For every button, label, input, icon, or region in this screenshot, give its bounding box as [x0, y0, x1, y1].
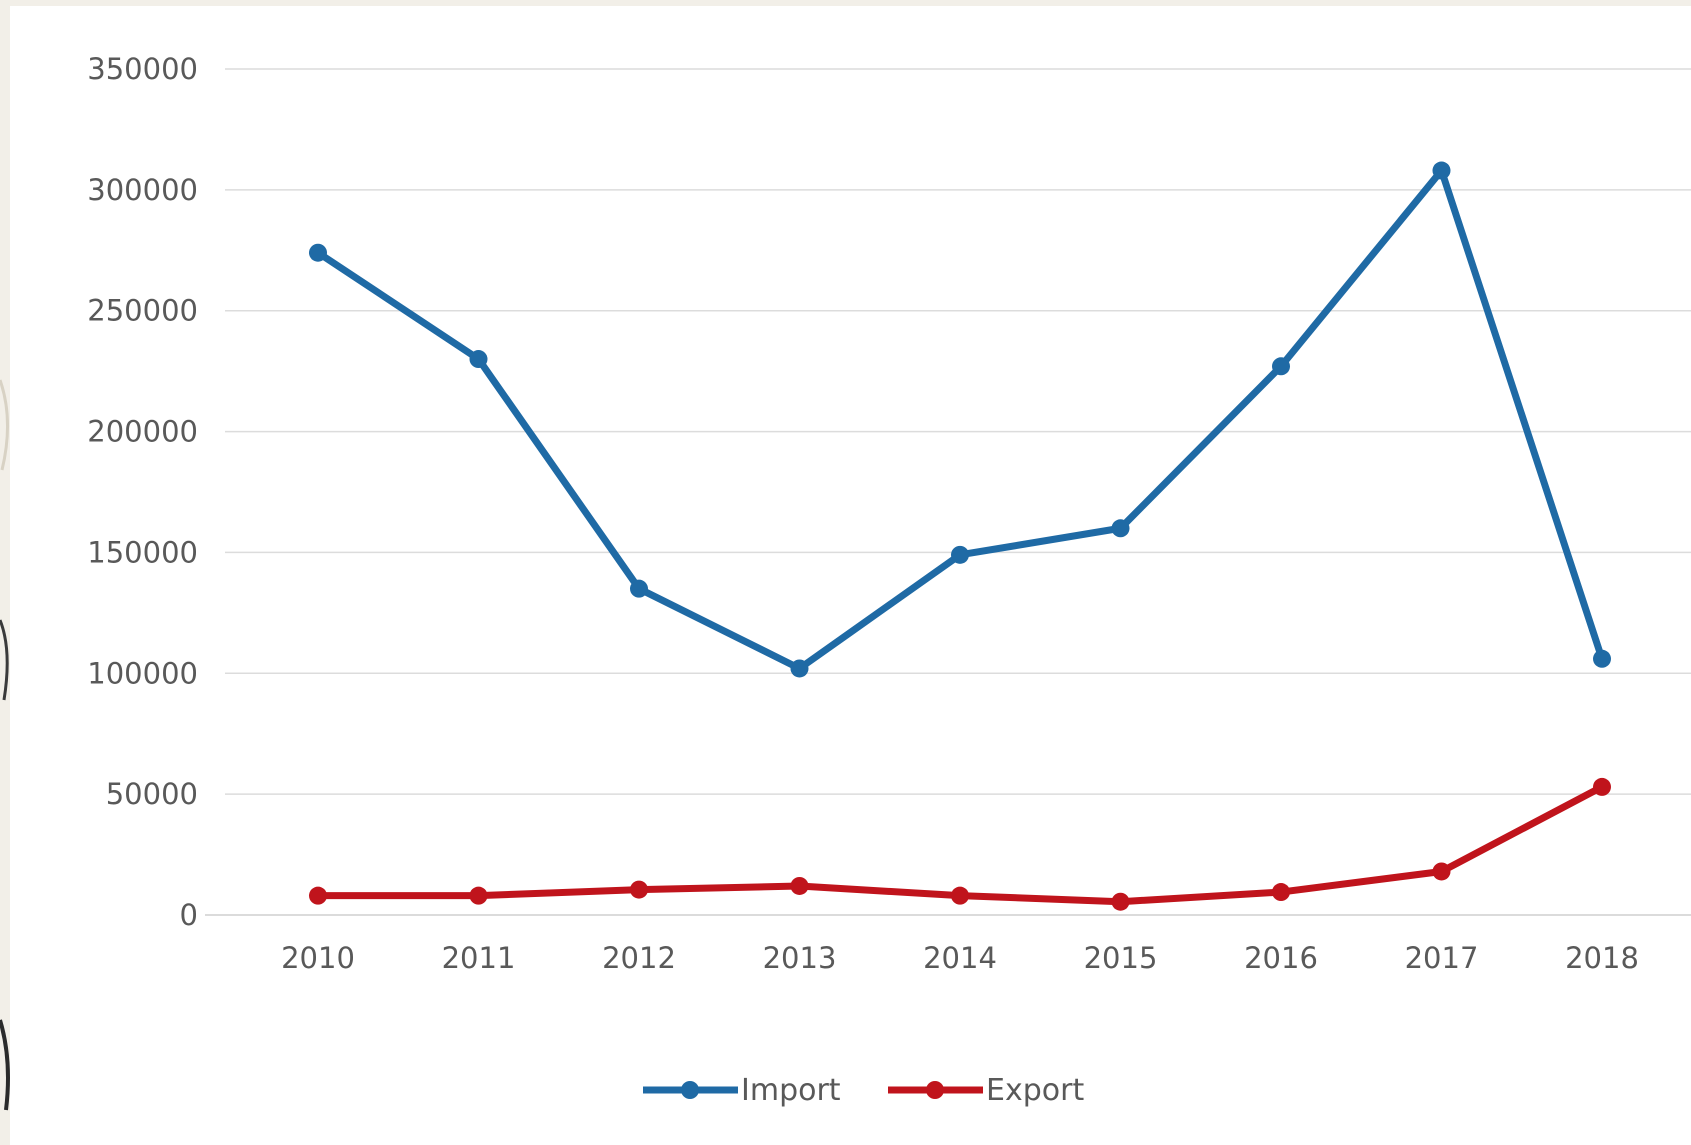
legend-marker [926, 1081, 944, 1099]
x-tick-label: 2015 [1084, 941, 1158, 975]
data-point [1432, 161, 1451, 180]
y-tick-label: 250000 [87, 294, 198, 328]
legend-item-import: Import [643, 1073, 841, 1108]
y-tick-label: 300000 [87, 173, 198, 207]
x-tick-label: 2018 [1565, 941, 1639, 975]
series-export [309, 777, 1611, 911]
y-tick-label: 0 [180, 898, 198, 932]
data-point [1272, 883, 1290, 902]
data-point [1432, 862, 1451, 881]
x-tick-label: 2013 [763, 941, 837, 975]
data-point [1593, 777, 1611, 796]
data-point [469, 350, 488, 369]
x-tick-label: 2016 [1244, 941, 1318, 975]
chart-frame [10, 6, 1691, 1145]
legend-label: Import [741, 1073, 841, 1108]
data-point [1593, 649, 1611, 668]
y-axis-tick-labels: 0 50000 100000 150000 200000 250000 300000 3500… [87, 52, 198, 932]
series-line [314, 783, 1606, 906]
data-point [630, 579, 648, 598]
data-point [951, 886, 969, 905]
y-tick-label: 150000 [87, 535, 198, 569]
data-point [309, 243, 327, 262]
x-tick-label: 2011 [442, 941, 516, 975]
x-axis-tick-labels: 2010 2011 2012 2013 2014 2015 2016 2017 2018 [281, 941, 1639, 975]
y-tick-label: 350000 [87, 52, 198, 86]
data-point [1111, 892, 1130, 911]
legend: Import Export [643, 1073, 1084, 1108]
x-tick-label: 2010 [281, 941, 355, 975]
x-tick-label: 2014 [923, 941, 997, 975]
x-tick-label: 2012 [602, 941, 676, 975]
legend-marker [681, 1081, 699, 1099]
legend-item-export: Export [888, 1073, 1084, 1108]
data-point [951, 545, 969, 564]
data-point [630, 880, 648, 899]
y-tick-label: 100000 [87, 656, 198, 690]
series-lines [309, 161, 1611, 911]
data-point [790, 659, 809, 678]
y-tick-label: 200000 [87, 415, 198, 449]
series-import [309, 161, 1611, 678]
background-decoration [0, 379, 10, 1111]
y-tick-label: 50000 [106, 777, 198, 811]
data-point [309, 886, 327, 905]
data-point [1111, 519, 1130, 538]
legend-label: Export [986, 1073, 1084, 1108]
data-point [790, 876, 809, 895]
data-point [469, 886, 488, 905]
gridlines [205, 68, 1691, 916]
x-tick-label: 2017 [1405, 941, 1479, 975]
data-point [1272, 357, 1290, 376]
series-line [314, 167, 1606, 672]
